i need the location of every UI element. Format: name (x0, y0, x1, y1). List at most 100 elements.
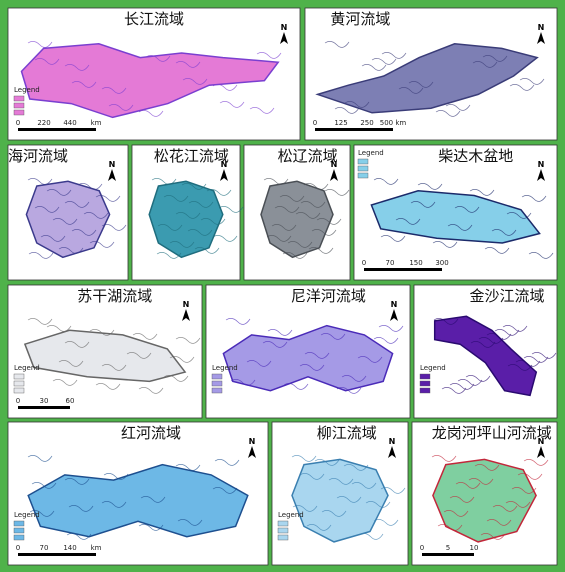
river-line (304, 352, 330, 359)
legend-swatch (419, 380, 431, 387)
river-line (212, 84, 238, 91)
river-line (343, 464, 369, 471)
legend-swatch (419, 387, 431, 394)
panel-title: 苏干湖流域 (77, 287, 152, 305)
river-line (103, 473, 129, 480)
river-line (457, 379, 483, 386)
river-line (437, 524, 463, 531)
legend-swatch (211, 380, 223, 387)
river-line (95, 195, 121, 202)
legend-swatch (357, 158, 369, 165)
legend-swatch (13, 380, 25, 387)
river-line (478, 337, 504, 344)
north-arrow (537, 32, 545, 44)
river-line (292, 505, 318, 512)
north-arrow (537, 446, 545, 458)
river-line (531, 352, 557, 359)
river-line (267, 329, 293, 336)
river-line (492, 505, 518, 512)
legend-swatch (277, 534, 289, 541)
river-line (71, 229, 97, 236)
north-arrow (390, 309, 398, 321)
panel-title: 红河流域 (121, 424, 181, 442)
north-arrow (220, 169, 228, 181)
legend-title: Legend (14, 364, 40, 372)
river-line (311, 229, 337, 236)
river-line (299, 364, 325, 371)
scale-label: 5 (446, 544, 450, 552)
panel-title: 龙岗河坪山河流域 (432, 424, 552, 442)
river-line (64, 478, 90, 485)
basin-shape (433, 315, 538, 397)
map-panel: 红河流域 N Legend 0 70 140 km (7, 421, 269, 566)
river-line (528, 252, 554, 259)
panel-title: 松花江流域 (154, 147, 229, 165)
river-line (145, 55, 171, 62)
north-label: N (538, 23, 545, 32)
river-line (175, 61, 201, 68)
river-line (449, 496, 475, 503)
map-panel: 柳江流域 N Legend (271, 421, 409, 566)
scale-bar (422, 553, 474, 556)
river-line (101, 501, 127, 508)
legend-title: Legend (420, 364, 446, 372)
river-line (132, 333, 158, 340)
river-line (408, 81, 434, 88)
north-arrow (108, 169, 116, 181)
scale-label: 10 (470, 544, 479, 552)
scale-label: 500 km (380, 119, 407, 127)
river-line (320, 333, 346, 340)
river-line (515, 360, 541, 367)
river-line (314, 459, 340, 466)
river-line (523, 459, 549, 466)
map-panel: 金沙江流域 Legend (413, 284, 558, 419)
legend-swatch (277, 520, 289, 527)
river-line (27, 455, 53, 462)
river-line (266, 235, 292, 242)
river-line (27, 318, 53, 325)
north-label: N (331, 160, 338, 169)
river-line (262, 341, 288, 348)
river-line (441, 387, 467, 394)
river-line (443, 510, 469, 517)
scale-label: 0 (420, 544, 424, 552)
river-line (398, 87, 424, 94)
legend-swatch (13, 520, 25, 527)
river-line (282, 252, 308, 259)
scale-bar (18, 406, 70, 409)
river-line (182, 78, 208, 85)
river-line (40, 235, 66, 242)
river-line (373, 519, 399, 526)
river-line (246, 360, 272, 367)
legend-swatch (13, 102, 25, 109)
river-line (472, 61, 498, 68)
scale-label: 140 (63, 544, 76, 552)
river-line (52, 218, 78, 225)
river-line (336, 387, 362, 394)
scale-label: 0 (16, 119, 20, 127)
river-line (271, 224, 297, 231)
legend-swatch (13, 527, 25, 534)
river-line (83, 212, 109, 219)
river-line (89, 241, 115, 248)
river-line (175, 337, 201, 344)
scale-bar (315, 128, 393, 131)
river-line (482, 55, 508, 62)
river-line (417, 183, 443, 190)
river-line (68, 505, 94, 512)
north-label: N (281, 23, 288, 32)
river-line (465, 375, 491, 382)
river-line (31, 482, 57, 489)
river-line (34, 58, 60, 65)
legend-swatch (357, 165, 369, 172)
river-line (101, 224, 127, 231)
scale-bar (364, 268, 442, 271)
river-line (517, 473, 543, 480)
legend-title: Legend (212, 364, 238, 372)
river-line (212, 487, 238, 494)
river-line (46, 189, 72, 196)
scale-label: 150 (409, 259, 422, 267)
legend-swatch (13, 534, 25, 541)
scale-label: 250 (360, 119, 373, 127)
panel-title: 柴达木盆地 (438, 147, 513, 165)
